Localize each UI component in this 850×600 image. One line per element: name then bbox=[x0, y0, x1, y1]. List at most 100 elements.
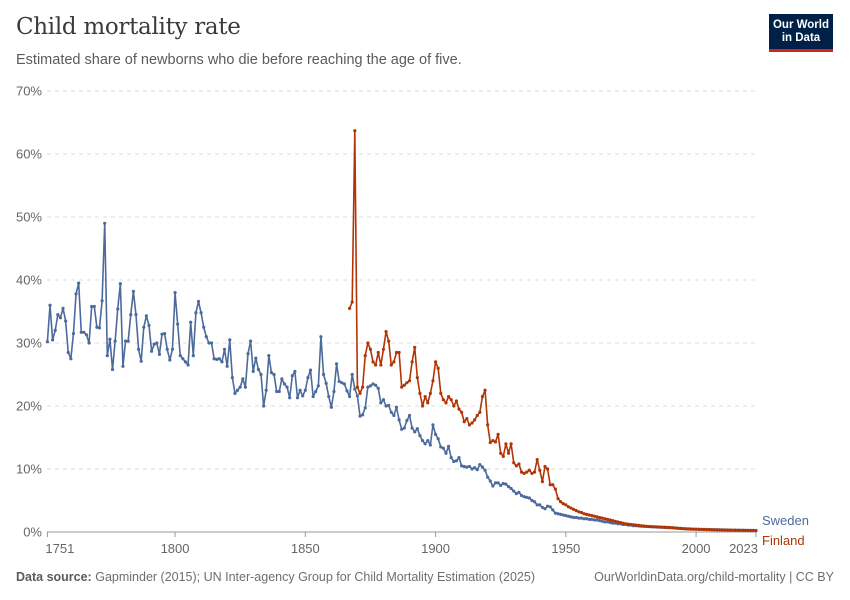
data-point bbox=[233, 391, 237, 395]
data-point bbox=[579, 516, 584, 520]
data-point bbox=[475, 468, 479, 472]
data-point bbox=[241, 377, 245, 381]
data-point bbox=[105, 354, 109, 358]
data-point bbox=[538, 503, 542, 507]
data-point bbox=[103, 221, 107, 225]
owid-logo[interactable]: Our World in Data bbox=[769, 14, 833, 52]
data-point bbox=[736, 528, 740, 532]
data-point bbox=[170, 347, 175, 351]
data-point bbox=[595, 518, 599, 522]
data-point bbox=[486, 475, 490, 479]
data-point bbox=[366, 341, 370, 345]
data-point bbox=[561, 502, 565, 506]
data-point bbox=[397, 418, 401, 422]
data-point bbox=[311, 394, 315, 399]
data-source: Data source: Gapminder (2015); UN Inter-… bbox=[16, 570, 535, 584]
series-label-sweden[interactable]: Sweden bbox=[762, 513, 809, 528]
data-point bbox=[665, 525, 670, 529]
data-point bbox=[334, 362, 339, 366]
data-point bbox=[288, 396, 292, 400]
data-point bbox=[405, 381, 409, 385]
data-point bbox=[212, 357, 216, 361]
data-point bbox=[387, 339, 391, 343]
data-point bbox=[574, 508, 578, 513]
data-point bbox=[480, 394, 485, 399]
data-point bbox=[51, 338, 55, 342]
data-source-text[interactable]: Gapminder (2015); UN Inter-agency Group … bbox=[95, 570, 535, 584]
data-point bbox=[407, 379, 412, 383]
data-point bbox=[433, 360, 438, 364]
data-point bbox=[595, 515, 599, 519]
data-point bbox=[431, 423, 435, 427]
data-point bbox=[611, 521, 615, 525]
data-point bbox=[704, 528, 709, 532]
data-point bbox=[590, 514, 594, 518]
data-point bbox=[592, 514, 597, 518]
data-point bbox=[353, 129, 357, 133]
data-point bbox=[751, 528, 755, 533]
data-point bbox=[501, 481, 505, 486]
data-point bbox=[725, 528, 729, 532]
data-point bbox=[493, 481, 498, 485]
data-point bbox=[183, 360, 188, 364]
data-point bbox=[512, 461, 516, 465]
data-point bbox=[535, 503, 539, 507]
data-point bbox=[157, 352, 162, 356]
data-point bbox=[110, 367, 115, 372]
data-point bbox=[121, 364, 125, 368]
data-point bbox=[126, 339, 130, 343]
data-point bbox=[473, 418, 477, 422]
data-point bbox=[585, 517, 589, 521]
data-point bbox=[402, 383, 406, 387]
data-point bbox=[587, 517, 591, 522]
data-point bbox=[423, 394, 427, 399]
data-point bbox=[574, 515, 578, 520]
data-point bbox=[702, 527, 706, 532]
x-tick-label: 1800 bbox=[161, 541, 190, 556]
data-point bbox=[746, 528, 750, 533]
data-point bbox=[577, 510, 581, 514]
data-point bbox=[553, 487, 558, 491]
data-point bbox=[108, 337, 112, 341]
data-point bbox=[439, 391, 443, 395]
data-point bbox=[152, 342, 156, 346]
data-point bbox=[217, 357, 221, 361]
data-point bbox=[56, 313, 60, 317]
data-point bbox=[618, 520, 623, 525]
data-point bbox=[123, 339, 128, 343]
data-point bbox=[340, 381, 344, 385]
data-point bbox=[259, 372, 263, 377]
data-point bbox=[368, 384, 373, 388]
data-point bbox=[178, 354, 182, 358]
data-point bbox=[306, 376, 310, 380]
data-point bbox=[566, 514, 571, 518]
data-point bbox=[196, 299, 201, 304]
data-point bbox=[723, 528, 727, 532]
data-point bbox=[689, 527, 693, 531]
y-tick-label: 50% bbox=[16, 210, 42, 225]
data-point bbox=[658, 525, 662, 529]
data-point bbox=[624, 522, 628, 526]
data-point bbox=[678, 526, 683, 531]
data-point bbox=[235, 388, 240, 392]
data-source-label: Data source: bbox=[16, 570, 92, 584]
data-point bbox=[504, 482, 508, 486]
data-point bbox=[517, 462, 521, 466]
data-point bbox=[321, 372, 326, 377]
data-point bbox=[345, 389, 349, 393]
data-point bbox=[366, 385, 370, 389]
data-point bbox=[514, 491, 518, 496]
series-label-finland[interactable]: Finland bbox=[762, 533, 805, 548]
data-point bbox=[681, 527, 685, 531]
data-point bbox=[418, 391, 422, 395]
data-point bbox=[418, 434, 422, 438]
data-point bbox=[116, 307, 120, 311]
url-license[interactable]: OurWorldinData.org/child-mortality | CC … bbox=[594, 570, 834, 584]
data-point bbox=[522, 471, 526, 476]
data-point bbox=[446, 394, 451, 399]
data-point bbox=[238, 385, 242, 389]
data-point bbox=[452, 459, 456, 464]
data-point bbox=[444, 451, 448, 455]
data-point bbox=[77, 281, 81, 285]
